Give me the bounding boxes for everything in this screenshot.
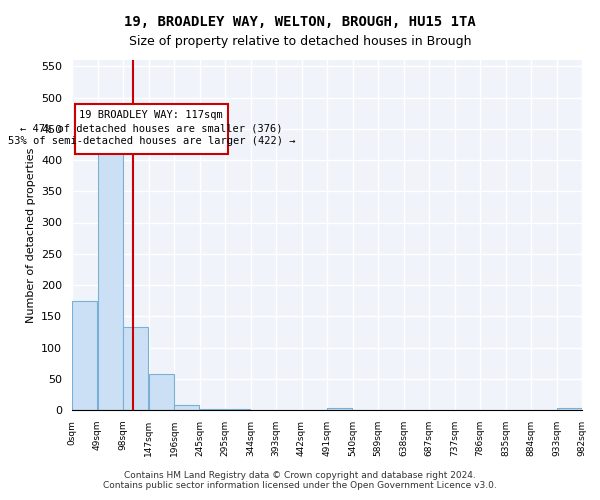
Text: 19, BROADLEY WAY, WELTON, BROUGH, HU15 1TA: 19, BROADLEY WAY, WELTON, BROUGH, HU15 1… bbox=[124, 15, 476, 29]
Text: 53% of semi-detached houses are larger (422) →: 53% of semi-detached houses are larger (… bbox=[8, 136, 295, 146]
Bar bbox=[98, 146, 123, 410]
Bar bbox=[327, 408, 352, 410]
Bar bbox=[149, 374, 174, 410]
Text: Contains HM Land Registry data © Crown copyright and database right 2024.
Contai: Contains HM Land Registry data © Crown c… bbox=[103, 470, 497, 490]
Text: 19 BROADLEY WAY: 117sqm: 19 BROADLEY WAY: 117sqm bbox=[79, 110, 223, 120]
Bar bbox=[174, 405, 199, 410]
Text: Size of property relative to detached houses in Brough: Size of property relative to detached ho… bbox=[129, 35, 471, 48]
Bar bbox=[72, 300, 97, 410]
FancyBboxPatch shape bbox=[74, 104, 228, 154]
Text: ← 47% of detached houses are smaller (376): ← 47% of detached houses are smaller (37… bbox=[20, 124, 283, 134]
Y-axis label: Number of detached properties: Number of detached properties bbox=[26, 148, 35, 322]
Bar bbox=[557, 408, 582, 410]
Bar bbox=[123, 327, 148, 410]
Bar bbox=[200, 409, 225, 410]
